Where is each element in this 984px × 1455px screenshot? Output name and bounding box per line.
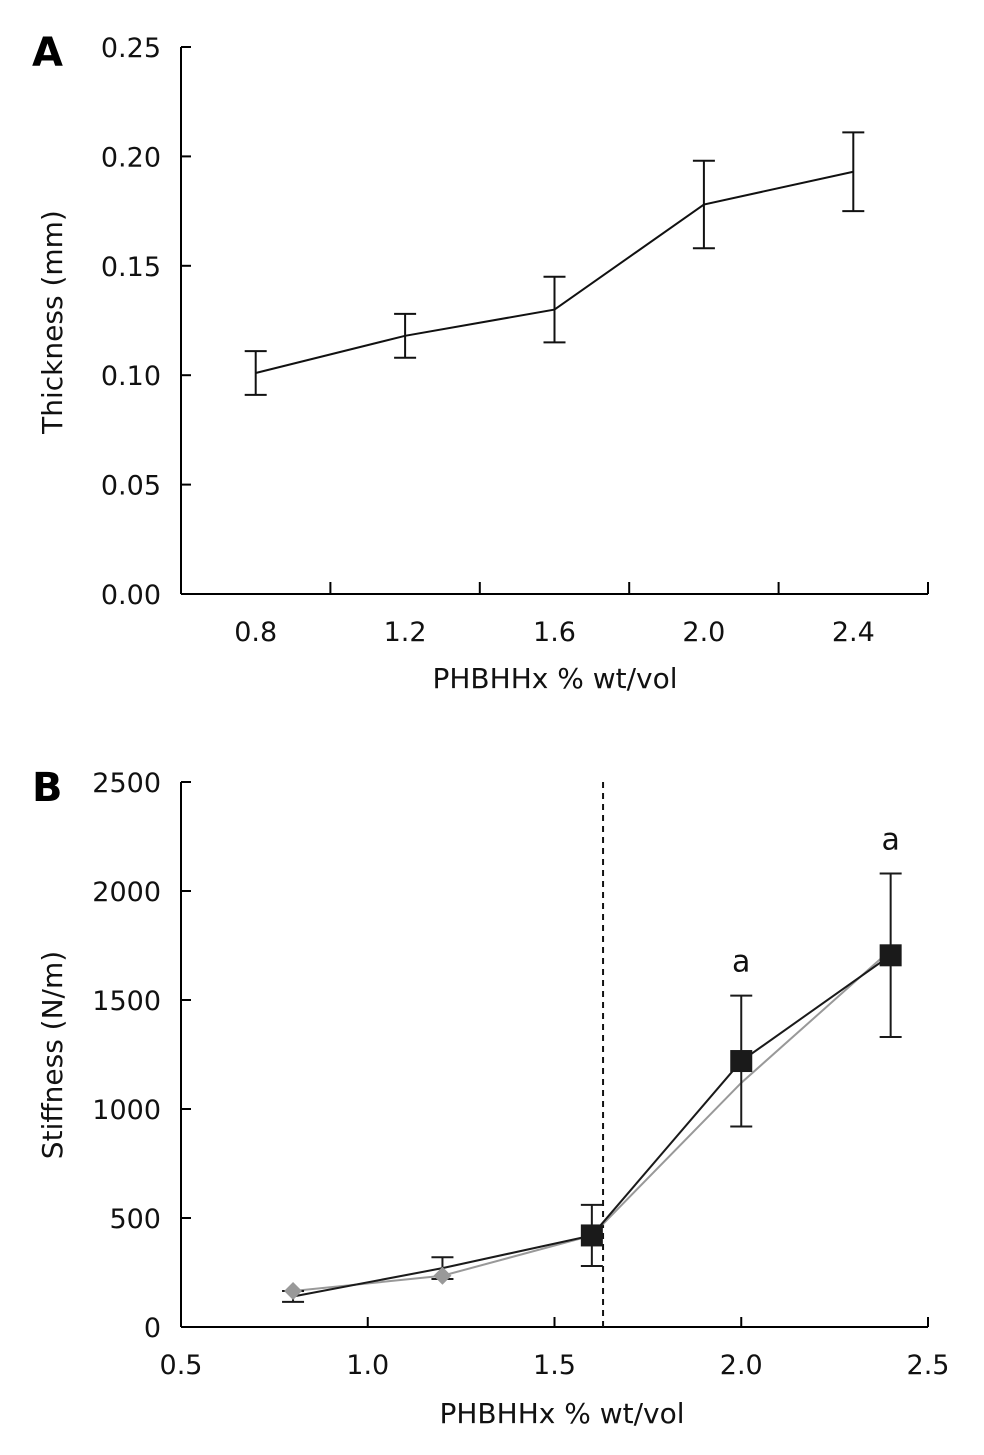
panel-b-square-marker bbox=[580, 1224, 603, 1247]
panel-b-stiffness-chart: B 0 500 1000 1500 2000 2500 0.5 1.0 1.5 2.0 2.5 a… bbox=[32, 765, 949, 1430]
panel-a-x-axis-title: PHBHHx % wt/vol bbox=[432, 662, 677, 695]
panel-b-x-tick-label: 2.0 bbox=[720, 1350, 763, 1381]
panel-a-error-bar bbox=[244, 350, 267, 396]
panel-b-x-tick-label: 1.0 bbox=[346, 1350, 389, 1381]
panel-a-x-tick-label: 2.0 bbox=[682, 617, 725, 648]
panel-a-y-tick-label: 0.00 bbox=[101, 580, 161, 611]
panel-a-thickness-chart: A 0.00 0.05 0.10 0.15 0.20 0.25 0.8 1.2 1.6 2.0 2… bbox=[32, 30, 929, 695]
panel-b-square-marker bbox=[879, 944, 902, 967]
panel-a-label: A bbox=[32, 30, 63, 76]
panel-b-y-tick-label: 500 bbox=[109, 1204, 161, 1235]
panel-a-x-tick-label: 2.4 bbox=[832, 617, 875, 648]
panel-a-y-tick-label: 0.05 bbox=[101, 471, 161, 502]
panel-b-diamond-marker bbox=[433, 1266, 452, 1285]
panel-b-y-tick-label: 2000 bbox=[92, 877, 161, 908]
panel-b-x-tick-label: 0.5 bbox=[160, 1350, 203, 1381]
panel-a-error-bar bbox=[543, 275, 566, 344]
panel-b-diamond-marker bbox=[284, 1282, 303, 1301]
panel-b-x-tick-label: 2.5 bbox=[907, 1350, 950, 1381]
panel-a-error-bar bbox=[394, 312, 417, 359]
panel-a-y-tick-label: 0.15 bbox=[101, 252, 161, 283]
panel-a-x-tick-label: 1.2 bbox=[384, 617, 427, 648]
panel-b-y-axis-title: Stiffness (N/m) bbox=[36, 951, 69, 1159]
panel-a-x-tick-label: 0.8 bbox=[234, 617, 277, 648]
panel-a-y-tick-label: 0.25 bbox=[101, 33, 161, 64]
panel-b-significance-label: a bbox=[732, 945, 750, 980]
panel-a-y-tick-label: 0.10 bbox=[101, 361, 161, 392]
panel-a-x-tick-label: 1.6 bbox=[533, 617, 576, 648]
panel-b-significance-label: a bbox=[881, 823, 899, 858]
panel-b-x-axis-title: PHBHHx % wt/vol bbox=[439, 1397, 684, 1430]
panel-a-error-bar bbox=[842, 131, 865, 213]
panel-b-y-tick-label: 2500 bbox=[92, 768, 161, 799]
panel-a-y-tick-label: 0.20 bbox=[101, 142, 161, 173]
panel-b-y-tick-label: 1000 bbox=[92, 1095, 161, 1126]
panel-b-square-marker bbox=[730, 1050, 753, 1073]
panel-b-y-tick-label: 1500 bbox=[92, 986, 161, 1017]
panel-a-error-bar bbox=[692, 159, 715, 250]
panel-b-x-tick-label: 1.5 bbox=[533, 1350, 576, 1381]
panel-b-y-tick-label: 0 bbox=[144, 1313, 161, 1344]
panel-a-y-axis-title: Thickness (mm) bbox=[36, 210, 69, 435]
panel-b-label: B bbox=[32, 765, 63, 811]
